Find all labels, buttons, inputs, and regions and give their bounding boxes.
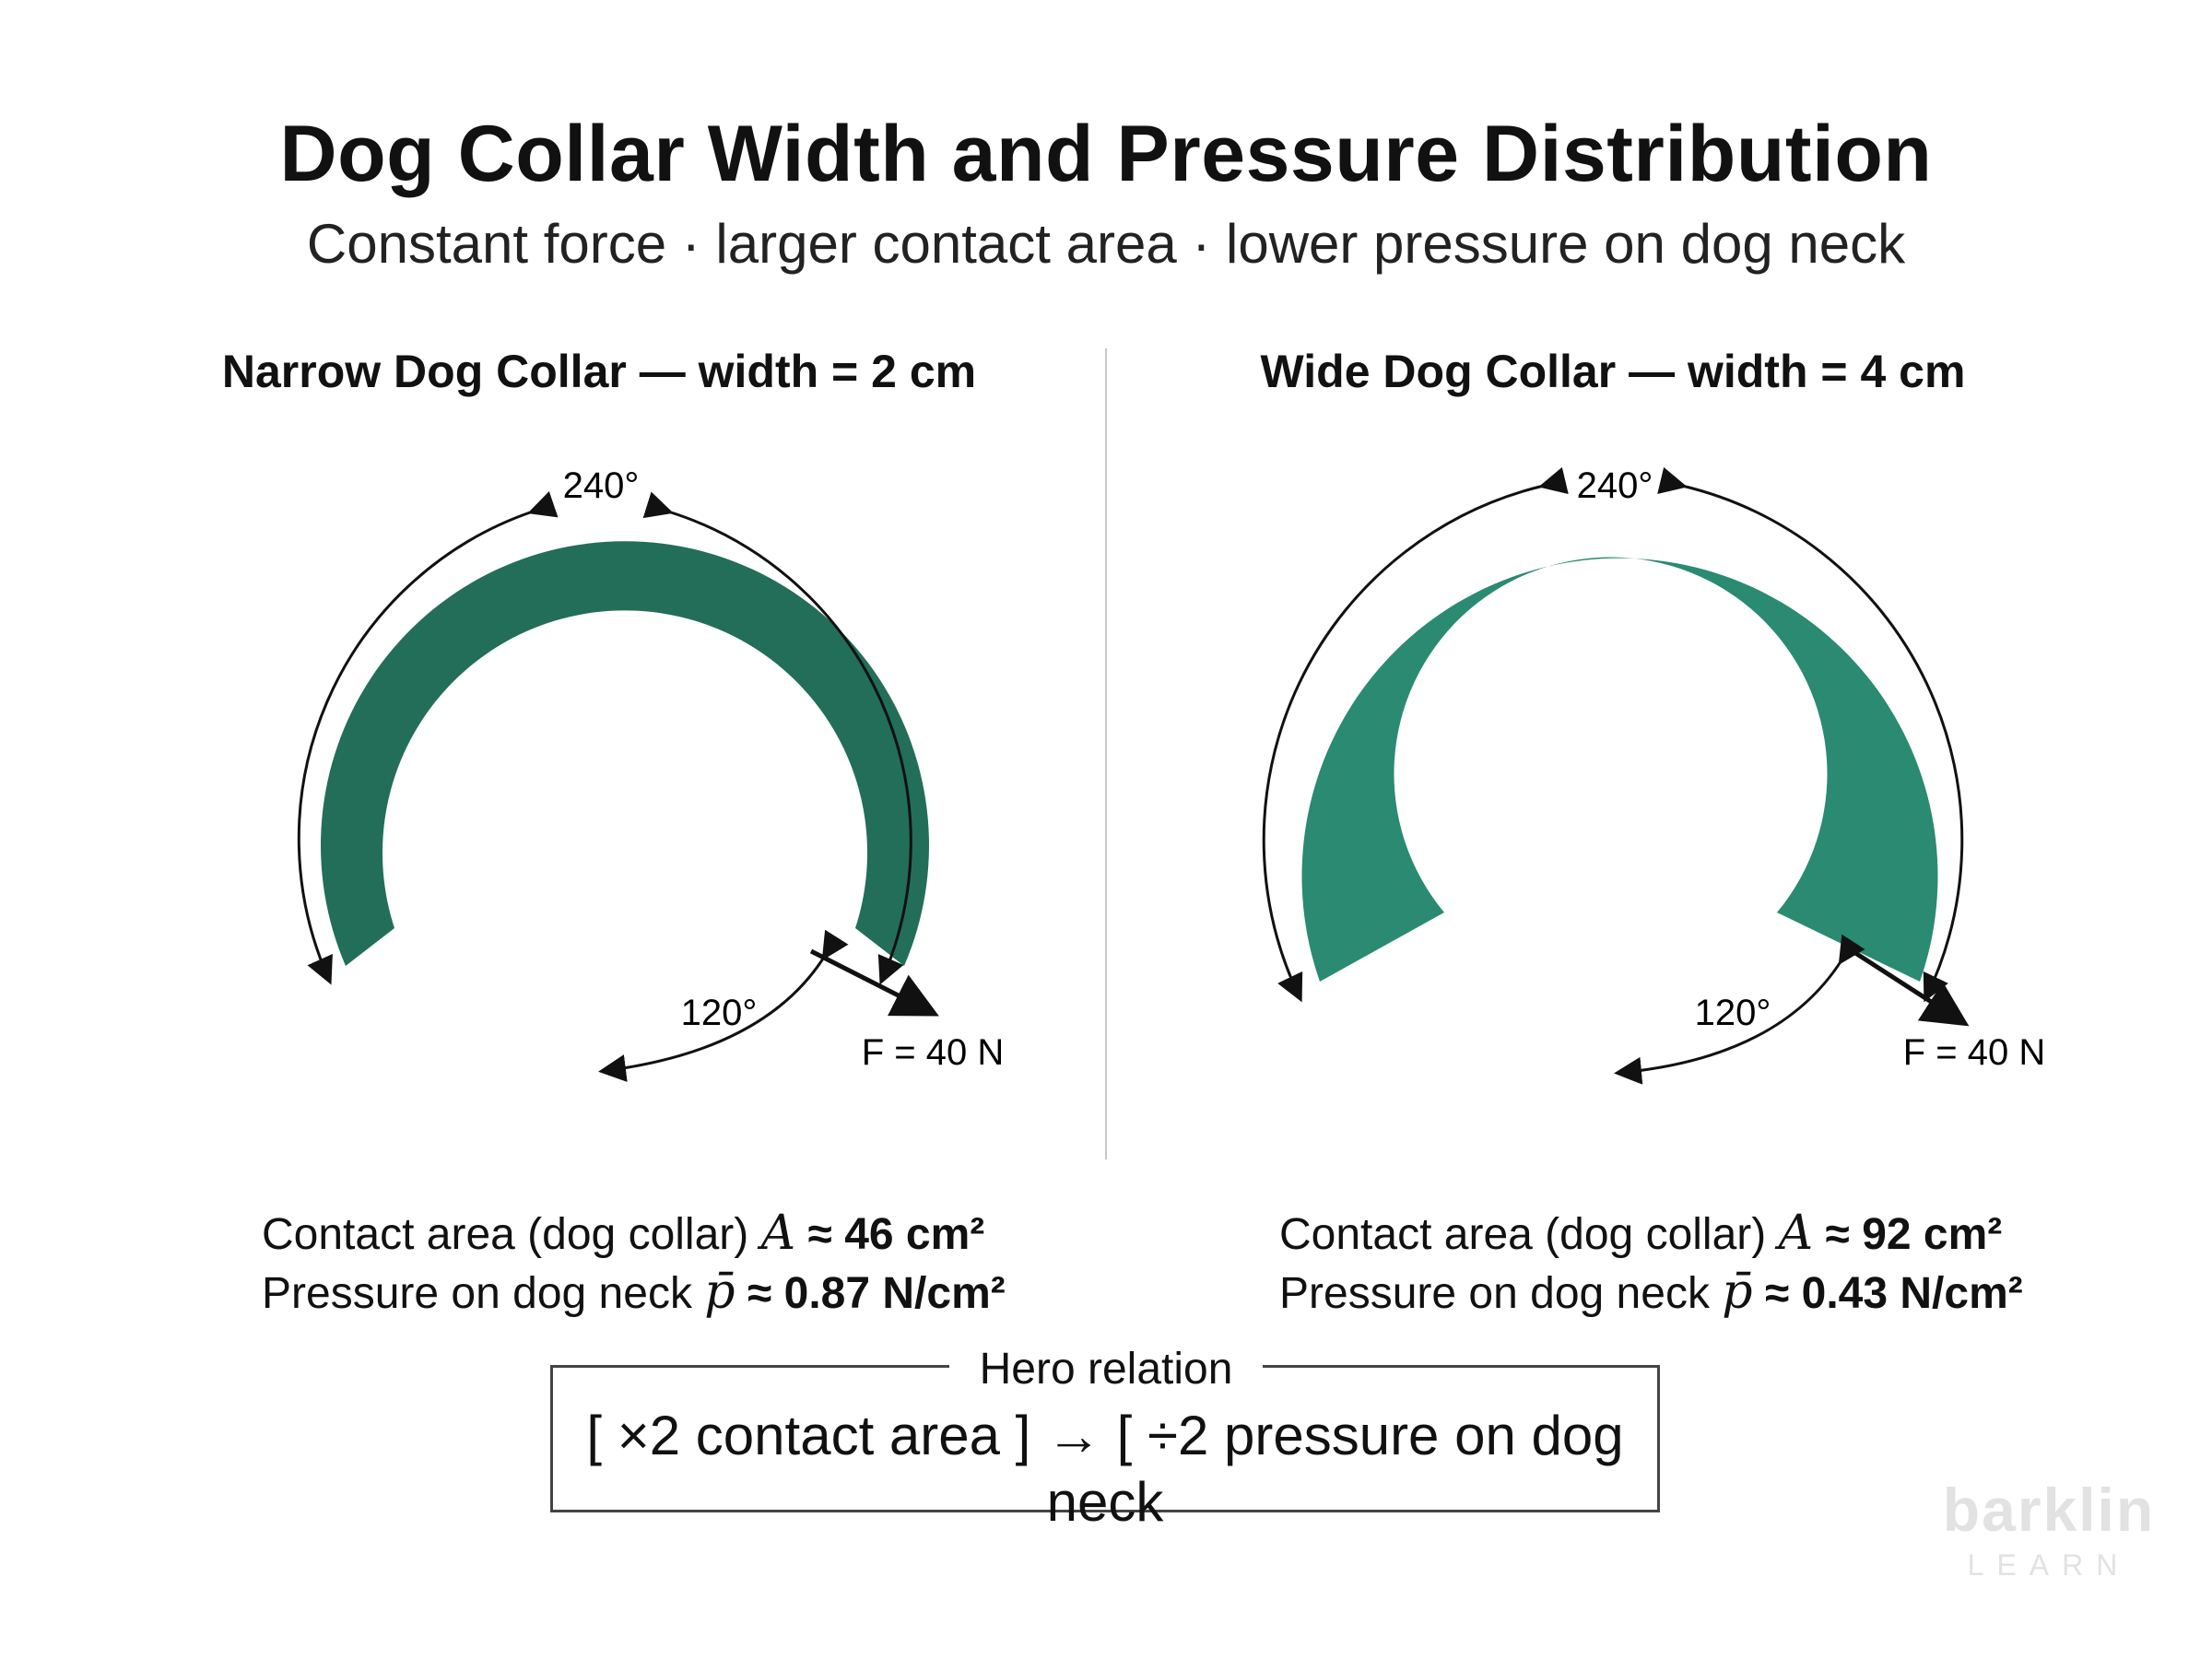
wide-force-label: F = 40 N [1903, 1032, 2046, 1073]
brand-logo-sub: LEARN [1967, 1548, 2131, 1582]
wide-contact-area-label: Contact area (dog collar) [1279, 1210, 1767, 1259]
wide-wrap-arrow-left [1262, 466, 1569, 1003]
wide-contact-area-symbol: A [1778, 1206, 1814, 1261]
brand-logo-word: barklin [1942, 1476, 2156, 1544]
hero-relation-label: Hero relation [949, 1344, 1263, 1395]
wide-wrap-arrow-right [1657, 466, 1964, 1003]
wide-collar-title: Wide Dog Collar — width = 4 cm [1260, 346, 1966, 397]
narrow-gap-arrow [598, 929, 849, 1082]
wide-pressure-line: Pressure on dog neck p̄ ≈ 0.43 N/cm² [1279, 1264, 2023, 1323]
narrow-contact-area-label: Contact area (dog collar) [262, 1210, 749, 1259]
narrow-force-arrow [809, 948, 939, 1017]
narrow-pressure-value: 0.87 N/cm² [783, 1269, 1006, 1318]
narrow-collar-metrics: Contact area (dog collar) A ≈ 46 cm² Pre… [262, 1205, 1006, 1323]
wide-pressure-value: 0.43 N/cm² [1801, 1269, 2023, 1318]
wide-force-arrow [1851, 948, 1970, 1027]
wide-collar: 240° 120° F = 40 N [1262, 465, 2046, 1085]
wide-gap-arrow [1614, 934, 1865, 1085]
narrow-wrap-angle-label: 240° [563, 465, 640, 506]
wide-gap-angle-label: 120° [1695, 993, 1771, 1033]
narrow-pressure-approx: ≈ [747, 1269, 772, 1318]
wide-contact-area-value: 92 cm² [1862, 1210, 2003, 1259]
wide-collar-band [1301, 557, 1938, 982]
narrow-contact-area-value: 46 cm² [844, 1210, 985, 1259]
wide-pressure-approx: ≈ [1764, 1269, 1790, 1318]
wide-pressure-symbol: p̄ [1722, 1265, 1753, 1320]
narrow-gap-angle-label: 120° [681, 993, 758, 1033]
brand-logo: barklin LEARN [1924, 1475, 2173, 1585]
narrow-wrap-arrow-left [297, 491, 559, 985]
narrow-pressure-label: Pressure on dog neck [262, 1269, 692, 1318]
narrow-collar-band [320, 541, 929, 966]
narrow-collar-title: Narrow Dog Collar — width = 2 cm [221, 346, 977, 397]
narrow-force-label: F = 40 N [862, 1032, 1005, 1073]
wide-collar-metrics: Contact area (dog collar) A ≈ 92 cm² Pre… [1279, 1205, 2023, 1323]
wide-contact-area-line: Contact area (dog collar) A ≈ 92 cm² [1279, 1205, 2023, 1264]
hero-relation-text: [ ×2 contact area ] → [ ÷2 pressure on d… [586, 1405, 1624, 1533]
narrow-wrap-arrow-right [642, 491, 912, 985]
wide-contact-area-approx: ≈ [1825, 1210, 1850, 1259]
wide-pressure-label: Pressure on dog neck [1279, 1269, 1710, 1318]
narrow-contact-area-symbol: A [760, 1206, 796, 1261]
narrow-contact-area-line: Contact area (dog collar) A ≈ 46 cm² [262, 1205, 1006, 1264]
narrow-contact-area-approx: ≈ [807, 1210, 832, 1259]
panel-divider [1105, 348, 1107, 1159]
narrow-pressure-symbol: p̄ [704, 1265, 735, 1320]
narrow-pressure-line: Pressure on dog neck p̄ ≈ 0.87 N/cm² [262, 1264, 1006, 1323]
narrow-collar: 240° 120° F = 40 N [297, 465, 1005, 1082]
wide-wrap-angle-label: 240° [1577, 465, 1653, 506]
diagram-subtitle: Constant force · larger contact area · l… [306, 213, 1906, 275]
diagram-title: Dog Collar Width and Pressure Distributi… [279, 110, 1933, 198]
